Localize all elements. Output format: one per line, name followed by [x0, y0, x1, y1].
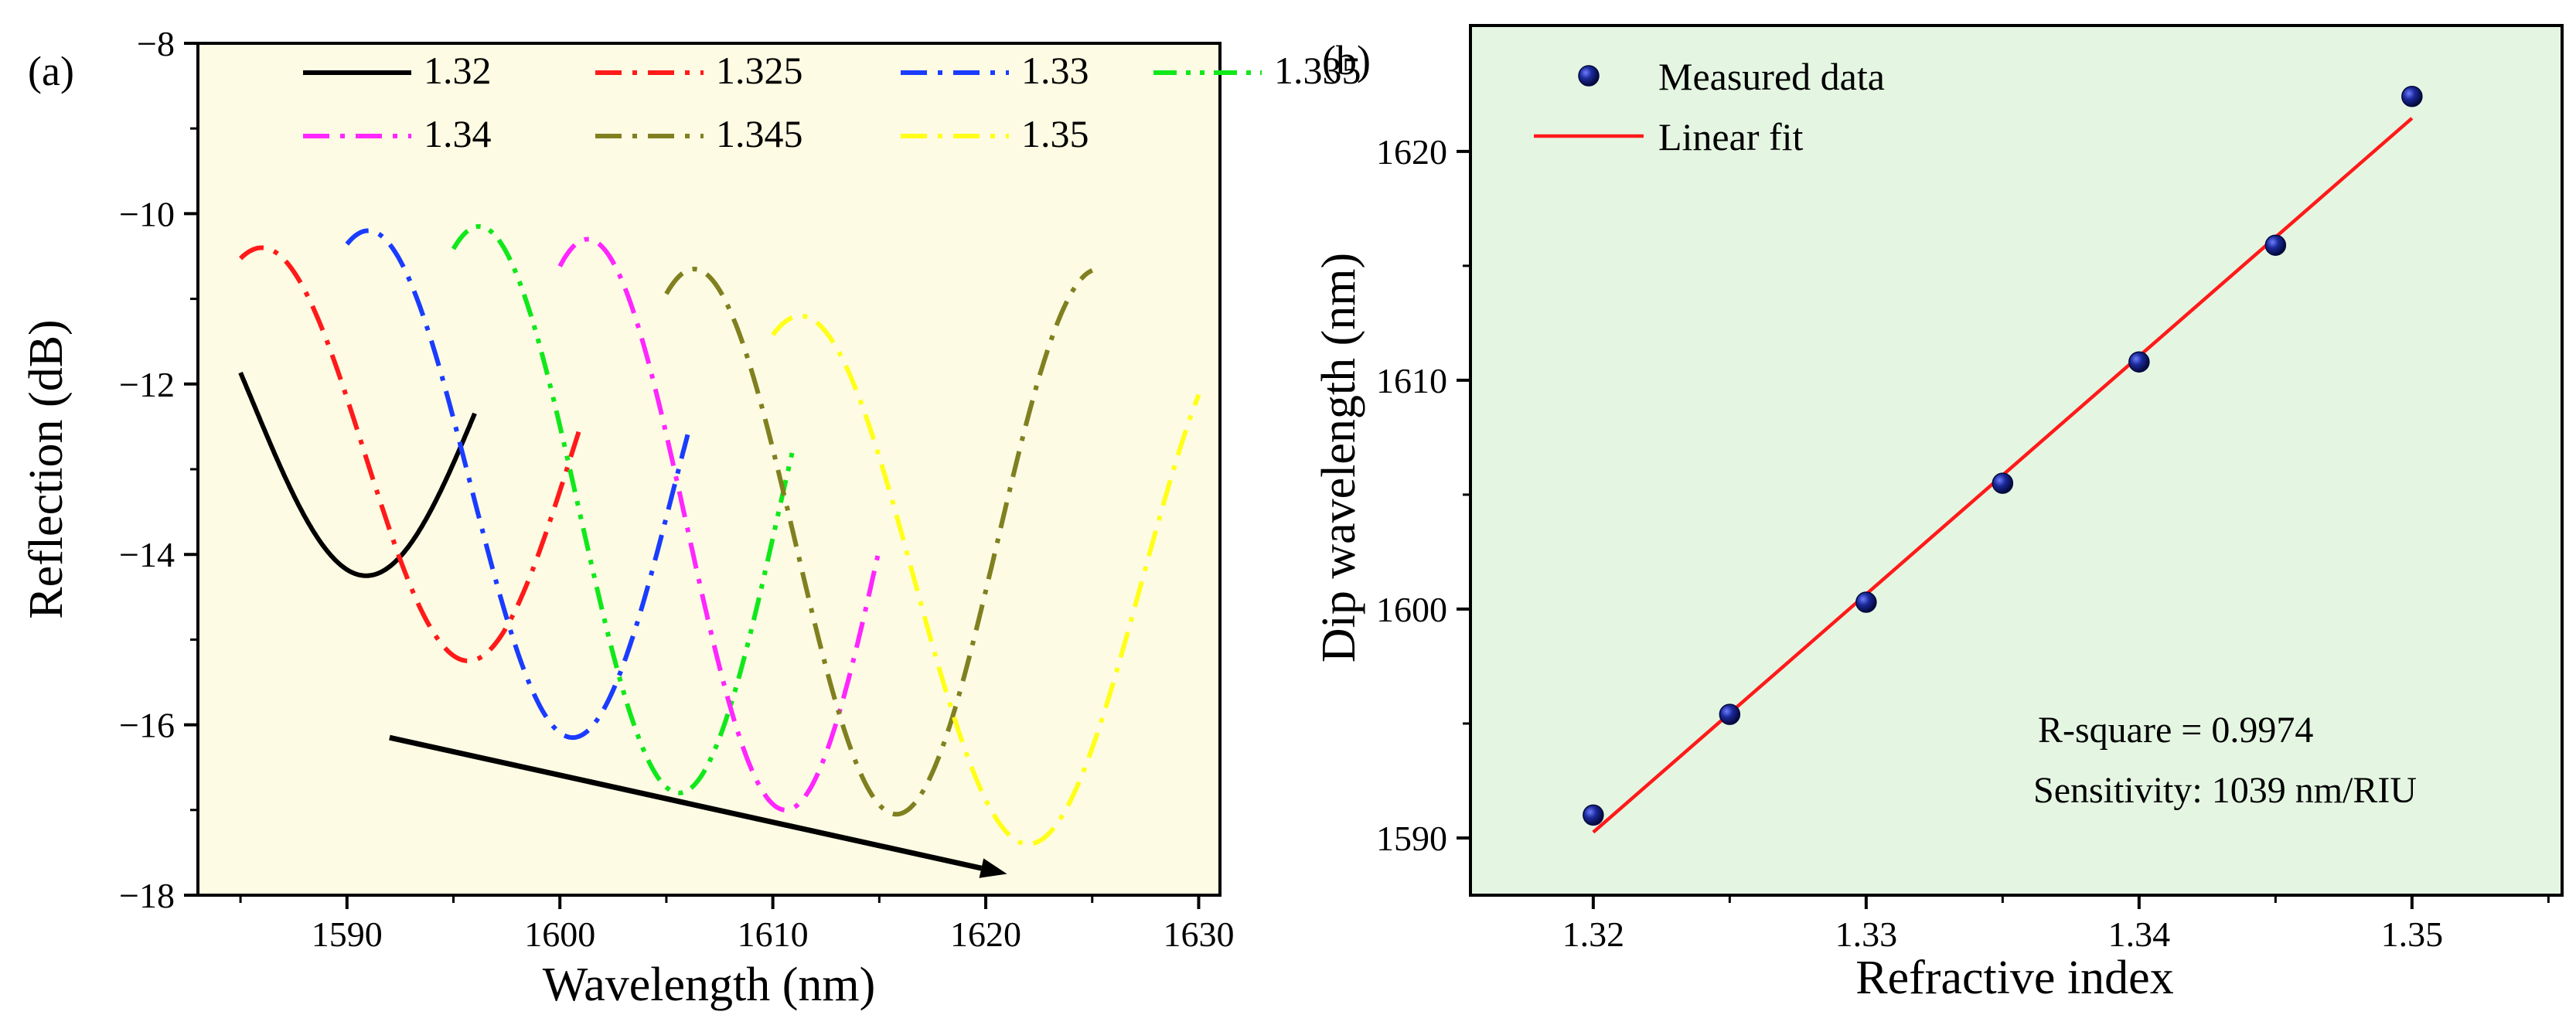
panel-a-y-tick-label: −18: [119, 876, 175, 915]
series-line-1-33: [345, 228, 690, 741]
panel-b-y-tick-label: 1610: [1376, 361, 1447, 400]
panel-a-y-tick-label: −16: [119, 706, 175, 745]
panel-a-x-tick-label: 1620: [950, 914, 1021, 954]
panel-a-plot-area: [198, 43, 1220, 895]
series-line-1-34: [557, 237, 882, 812]
legend-label-1-335: 1.335: [1274, 49, 1361, 92]
legend-label-1-35: 1.35: [1021, 112, 1089, 155]
legend-swatch-measured: [1578, 65, 1600, 87]
series-line-1-32: [238, 371, 477, 578]
panel-b-x-tick-label: 1.34: [2108, 914, 2171, 954]
panel-a-x-axis-title: Wavelength (nm): [543, 959, 876, 1011]
panel-b-y-tick-label: 1620: [1376, 132, 1447, 172]
panel-a-legend: 1.32 1.325 1.33 1.335 1.34 1.345 1.35: [303, 49, 1361, 155]
panel-a-x-tick-label: 1630: [1163, 914, 1234, 954]
legend-label-1-32: 1.32: [424, 49, 492, 92]
series-line-1-35: [771, 313, 1201, 846]
panel-b-x-axis-title: Refractive index: [1855, 952, 2173, 1004]
measured-point: [1719, 703, 1741, 725]
panel-b-label: (b): [1322, 37, 1371, 83]
panel-b-frame: [1469, 24, 2564, 897]
series-line-1-345: [664, 266, 1094, 817]
panel-a-y-tick-label: −14: [119, 535, 175, 574]
panel-a-y-axis-title: Reflection (dB): [20, 319, 73, 618]
panel-b-y-axis-title: Dip wavelength (nm): [1313, 253, 1365, 662]
legend-label-1-325: 1.325: [716, 49, 803, 92]
shift-arrow-head: [979, 858, 1007, 878]
panel-a-y-tick-label: −10: [119, 194, 175, 233]
panel-a-x-tick-label: 1600: [524, 914, 595, 954]
panel-b: 1.32 1.33 1.34 1.35 1590 1600 1610 1620 Measure…: [1313, 24, 2564, 1004]
measured-points: [1583, 86, 2423, 826]
measured-point: [1583, 804, 1604, 826]
panel-a-ticks: 1590 1600 1610 1620 1630 −18 −16 −14 −12 −10 −8: [119, 24, 1234, 954]
legend-label-measured: Measured data: [1658, 55, 1885, 98]
panel-b-legend: Measured data Linear fit: [1534, 55, 1885, 158]
series-line-1-325: [238, 245, 584, 663]
measured-point: [2128, 351, 2150, 373]
panel-b-ticks: 1.32 1.33 1.34 1.35 1590 1600 1610 1620: [1376, 132, 2550, 954]
panel-a-x-tick-label: 1590: [312, 914, 383, 954]
measured-point: [1992, 472, 2014, 494]
panel-a-y-tick-label: −12: [119, 365, 175, 404]
legend-label-1-345: 1.345: [716, 112, 803, 155]
panel-a: 1590 1600 1610 1620 1630 −18 −16 −14 −12 −10 −8 1.…: [20, 24, 1361, 1011]
panel-b-x-tick-label: 1.35: [2381, 914, 2444, 954]
panel-a-y-tick-label: −8: [137, 24, 175, 63]
shift-arrow: [389, 734, 983, 871]
legend-label-fit: Linear fit: [1658, 115, 1804, 158]
r-square-annotation: R-square = 0.9974: [2038, 710, 2313, 751]
legend-label-1-33: 1.33: [1021, 49, 1089, 92]
measured-point: [2264, 234, 2287, 256]
measured-point: [2401, 86, 2423, 107]
sensitivity-annotation: Sensitivity: 1039 nm/RIU: [2033, 770, 2417, 811]
panel-a-curves: [238, 224, 1201, 846]
panel-a-label: (a): [28, 48, 74, 94]
measured-point: [1855, 591, 1877, 613]
panel-a-x-tick-label: 1610: [738, 914, 809, 954]
panel-b-plot-area: [1470, 26, 2562, 895]
series-line-1-335: [451, 224, 797, 795]
panel-b-y-tick-label: 1590: [1376, 819, 1447, 858]
legend-label-1-34: 1.34: [424, 112, 492, 155]
panel-b-x-tick-label: 1.32: [1562, 914, 1625, 954]
panel-b-x-tick-label: 1.33: [1835, 914, 1898, 954]
panel-b-y-tick-label: 1600: [1376, 590, 1447, 629]
